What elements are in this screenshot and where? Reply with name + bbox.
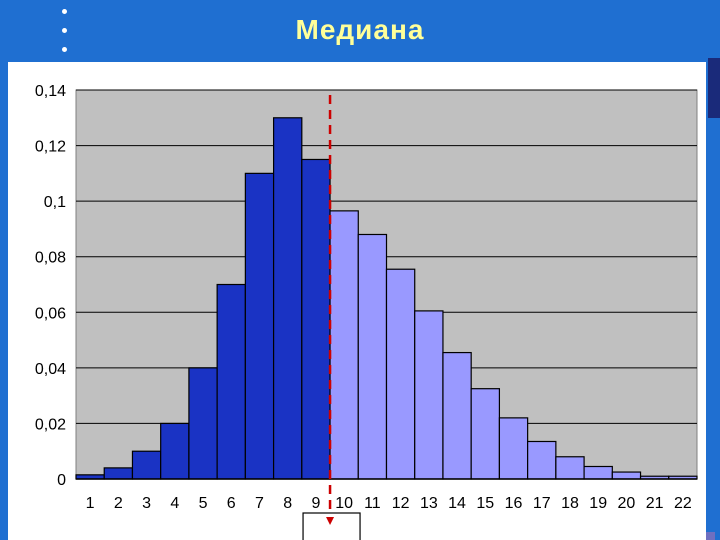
x-tick-label: 5 [199,495,208,512]
y-tick-label: 0,14 [35,83,66,100]
histogram-bar [216,283,246,480]
y-tick-label: 0,08 [35,250,66,267]
slide-title: Медиана [295,14,425,45]
y-tick-label: 0,02 [35,416,66,433]
bullet-dots-decoration [60,6,70,56]
histogram-bar [385,268,416,480]
x-tick-label: 17 [533,495,551,512]
histogram-bar [442,351,472,480]
histogram-bar [301,158,331,480]
x-tick-label: 21 [646,495,664,512]
histogram-bar [555,456,585,480]
chart-panel: 0 0,02 0,04 0,06 0,08 0,1 0,12 0,14 1 2 3 4 5 6 7 8 9 10 1… [8,62,706,540]
y-tick-label: 0 [57,472,66,489]
x-tick-label: 10 [335,495,353,512]
x-tick-label: 1 [86,495,95,512]
x-tick-label: 13 [420,495,438,512]
histogram-chart: 00,020,040,060,080,10,120,141 2 3 4 5 6 7 8 9 10 1… [35,83,698,540]
histogram-bar [329,210,359,480]
histogram-bar [583,465,613,480]
histogram-bar [188,367,218,480]
x-tick-label: 16 [505,495,523,512]
median-arrowhead [326,517,335,525]
x-tick-label: 11 [364,495,381,512]
y-tick-label: 0,06 [35,305,66,322]
x-tick-label: 4 [170,495,179,512]
x-tick-label: 9 [311,495,320,512]
dot-decoration [62,28,67,33]
histogram-bar [244,172,275,480]
histogram-bar [498,417,529,480]
x-tick-label: 14 [448,495,466,512]
dot-decoration [62,47,67,52]
x-tick-label: 20 [618,495,636,512]
x-tick-label: 8 [283,495,292,512]
dot-decoration [62,9,67,14]
histogram-bar [470,388,501,480]
histogram-bar [160,422,190,480]
histogram-bar [357,233,388,480]
x-tick-label: 2 [114,495,123,512]
x-tick-label: 3 [142,495,151,512]
x-tick-label: 12 [392,495,410,512]
slide-accent-bar [708,58,720,118]
histogram-bar [272,117,303,480]
x-tick-label: 15 [476,495,494,512]
x-tick-label: 19 [589,495,607,512]
x-tick-label: 22 [674,495,692,512]
histogram-bar [527,440,557,480]
x-tick-label: 6 [227,495,236,512]
histogram-bar [414,310,444,480]
x-tick-label: 18 [561,495,579,512]
histogram-bar [103,467,134,480]
y-tick-label: 0,04 [35,361,66,378]
y-tick-label: 0,12 [35,139,66,156]
histogram-bar [131,450,162,480]
histogram-bar [611,471,642,480]
x-tick-label: 7 [255,495,264,512]
y-tick-label: 0,1 [44,194,66,211]
